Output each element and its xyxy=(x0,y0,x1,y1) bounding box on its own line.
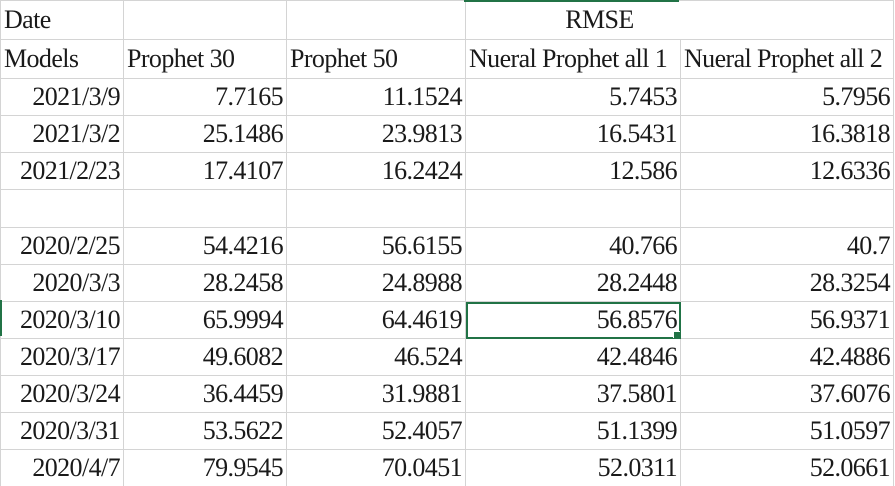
cell-models-label[interactable]: Models xyxy=(0,39,124,79)
cell-date[interactable]: 2020/3/31 xyxy=(0,412,124,450)
cell-value[interactable]: 16.2424 xyxy=(286,152,466,190)
cell-value[interactable]: 31.9881 xyxy=(286,375,466,413)
cell-col-header-prophet-30[interactable]: Prophet 30 xyxy=(123,39,287,79)
cell-value[interactable]: 5.7453 xyxy=(465,78,681,116)
cell-value[interactable]: 64.4619 xyxy=(286,301,466,339)
cell-rmse-group-label[interactable]: RMSE xyxy=(465,0,894,40)
rmse-label: RMSE xyxy=(565,5,634,34)
cell-col-header-neural-prophet-1[interactable]: Nueral Prophet all 1 xyxy=(465,39,681,79)
cell-value[interactable] xyxy=(680,189,894,228)
cell-date[interactable]: 2020/3/3 xyxy=(0,264,124,302)
cell-value[interactable]: 5.7956 xyxy=(680,78,894,116)
table-row: 2021/3/2 25.1486 23.9813 16.5431 16.3818 xyxy=(0,115,894,153)
cell-value[interactable]: 52.0661 xyxy=(680,449,894,486)
cell-value[interactable]: 79.9545 xyxy=(123,449,287,486)
cell-value[interactable]: 40.7 xyxy=(680,227,894,265)
cell-value[interactable]: 51.1399 xyxy=(465,412,681,450)
cell-value[interactable]: 36.4459 xyxy=(123,375,287,413)
cell-blank-header[interactable] xyxy=(123,0,287,40)
cell-value[interactable]: 70.0451 xyxy=(286,449,466,486)
active-cell-value: 56.8576 xyxy=(596,305,678,334)
cell-col-header-neural-prophet-2[interactable]: Nueral Prophet all 2 xyxy=(680,39,894,79)
cell-value[interactable]: 23.9813 xyxy=(286,115,466,153)
cell-date[interactable]: 2021/3/2 xyxy=(0,115,124,153)
header-row-1: Date RMSE xyxy=(0,0,894,40)
cell-value[interactable]: 52.4057 xyxy=(286,412,466,450)
cell-date[interactable]: 2021/3/9 xyxy=(0,78,124,116)
cell-value[interactable]: 16.3818 xyxy=(680,115,894,153)
cell-value[interactable] xyxy=(123,189,287,228)
cell-value[interactable] xyxy=(286,189,466,228)
cell-value[interactable] xyxy=(465,189,681,228)
table-row-empty xyxy=(0,189,894,228)
cell-date[interactable]: 2020/3/24 xyxy=(0,375,124,413)
cell-date[interactable]: 2020/4/7 xyxy=(0,449,124,486)
cell-value[interactable]: 40.766 xyxy=(465,227,681,265)
table-row: 2020/4/7 79.9545 70.0451 52.0311 52.0661 xyxy=(0,449,894,486)
cell-value[interactable]: 42.4886 xyxy=(680,338,894,376)
cell-value[interactable]: 7.7165 xyxy=(123,78,287,116)
table-row: 2021/3/9 7.7165 11.1524 5.7453 5.7956 xyxy=(0,78,894,116)
table-row: 2021/2/23 17.4107 16.2424 12.586 12.6336 xyxy=(0,152,894,190)
cell-value[interactable]: 65.9994 xyxy=(123,301,287,339)
cell-value[interactable]: 56.9371 xyxy=(680,301,894,339)
table-row: 2020/3/3 28.2458 24.8988 28.2448 28.3254 xyxy=(0,264,894,302)
cell-value[interactable]: 12.6336 xyxy=(680,152,894,190)
table-row: 2020/3/24 36.4459 31.9881 37.5801 37.607… xyxy=(0,375,894,413)
cell-value-active[interactable]: 56.8576 xyxy=(465,301,681,339)
cell-value[interactable]: 28.3254 xyxy=(680,264,894,302)
cell-value[interactable]: 28.2448 xyxy=(465,264,681,302)
cell-date[interactable]: 2020/2/25 xyxy=(0,227,124,265)
cell-value[interactable]: 42.4846 xyxy=(465,338,681,376)
cell-value[interactable]: 17.4107 xyxy=(123,152,287,190)
cell-value[interactable]: 37.5801 xyxy=(465,375,681,413)
cell-date-label[interactable]: Date xyxy=(0,0,124,40)
cell-value[interactable]: 16.5431 xyxy=(465,115,681,153)
header-row-2: Models Prophet 30 Prophet 50 Nueral Prop… xyxy=(0,39,894,79)
cell-value[interactable]: 25.1486 xyxy=(123,115,287,153)
table-row: 2020/3/31 53.5622 52.4057 51.1399 51.059… xyxy=(0,412,894,450)
cell-date[interactable]: 2020/3/17 xyxy=(0,338,124,376)
table-row: 2020/3/17 49.6082 46.524 42.4846 42.4886 xyxy=(0,338,894,376)
cell-value[interactable]: 56.6155 xyxy=(286,227,466,265)
column-selection-indicator xyxy=(464,0,679,2)
cell-value[interactable]: 12.586 xyxy=(465,152,681,190)
cell-value[interactable]: 54.4216 xyxy=(123,227,287,265)
cell-date[interactable]: 2021/2/23 xyxy=(0,152,124,190)
cell-value[interactable]: 28.2458 xyxy=(123,264,287,302)
cell-date[interactable] xyxy=(0,189,124,228)
cell-value[interactable]: 53.5622 xyxy=(123,412,287,450)
cell-value[interactable]: 51.0597 xyxy=(680,412,894,450)
cell-date[interactable]: 2020/3/10 xyxy=(0,301,124,339)
cell-value[interactable]: 11.1524 xyxy=(286,78,466,116)
table-row: 2020/2/25 54.4216 56.6155 40.766 40.7 xyxy=(0,227,894,265)
cell-value[interactable]: 49.6082 xyxy=(123,338,287,376)
cell-value[interactable]: 24.8988 xyxy=(286,264,466,302)
cell-col-header-prophet-50[interactable]: Prophet 50 xyxy=(286,39,466,79)
cell-blank-header[interactable] xyxy=(286,0,466,40)
cell-value[interactable]: 46.524 xyxy=(286,338,466,376)
table-row: 2020/3/10 65.9994 64.4619 56.8576 56.937… xyxy=(0,301,894,339)
cell-value[interactable]: 37.6076 xyxy=(680,375,894,413)
fill-handle[interactable] xyxy=(673,331,680,338)
cell-value[interactable]: 52.0311 xyxy=(465,449,681,486)
row-selection-indicator xyxy=(0,300,2,336)
